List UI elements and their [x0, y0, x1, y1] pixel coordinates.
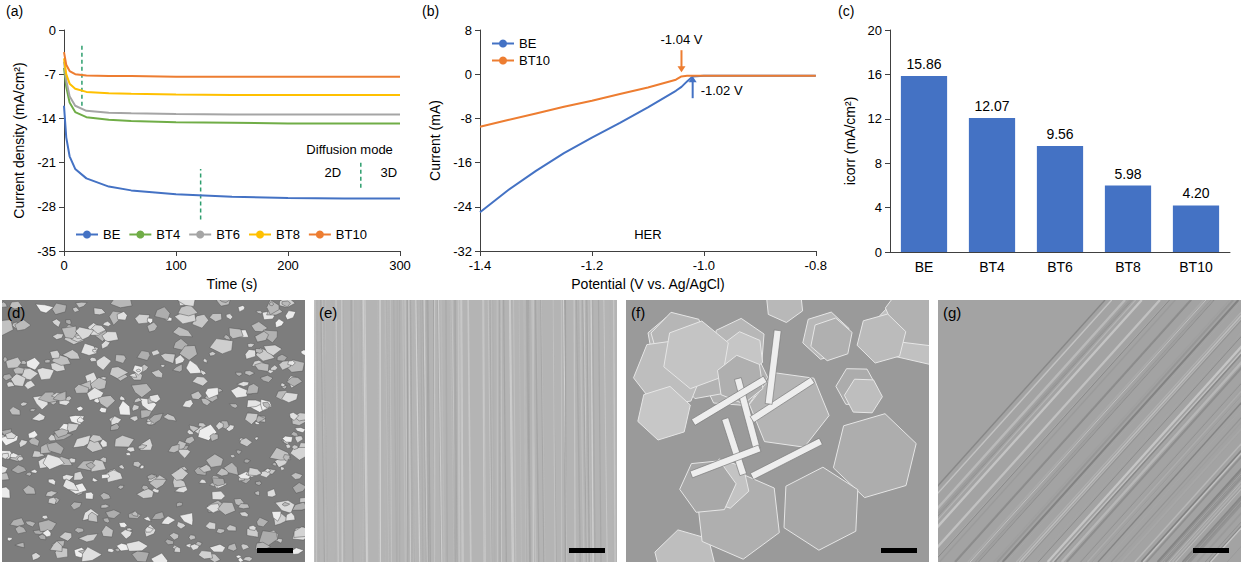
svg-text:(e): (e): [319, 304, 337, 321]
svg-text:BT10: BT10: [519, 53, 550, 68]
svg-text:(c): (c): [838, 3, 854, 19]
svg-text:Current (mA): Current (mA): [427, 100, 443, 181]
svg-text:BE: BE: [103, 227, 121, 242]
svg-text:(d): (d): [7, 304, 25, 321]
svg-text:BT4: BT4: [156, 227, 180, 242]
svg-text:-21: -21: [37, 155, 56, 170]
svg-text:-1.2: -1.2: [581, 258, 603, 273]
svg-text:9.56: 9.56: [1046, 126, 1073, 142]
svg-text:-14: -14: [37, 111, 56, 126]
svg-text:-35: -35: [37, 244, 56, 259]
svg-text:300: 300: [389, 258, 411, 273]
svg-text:-24: -24: [453, 199, 472, 214]
svg-text:BT4: BT4: [979, 259, 1005, 275]
svg-text:(a): (a): [6, 3, 23, 19]
svg-text:-28: -28: [37, 199, 56, 214]
svg-text:100: 100: [165, 258, 187, 273]
svg-text:20: 20: [868, 23, 882, 38]
svg-text:Current density (mA/cm²): Current density (mA/cm²): [11, 62, 27, 218]
svg-text:15.86: 15.86: [906, 56, 941, 72]
svg-text:12: 12: [868, 111, 882, 126]
svg-text:0: 0: [49, 23, 56, 38]
svg-text:-7: -7: [44, 67, 56, 82]
svg-text:3D: 3D: [380, 165, 397, 180]
svg-text:200: 200: [277, 258, 299, 273]
svg-text:BE: BE: [519, 36, 537, 51]
svg-text:4: 4: [875, 200, 882, 215]
svg-text:0: 0: [465, 67, 472, 82]
svg-text:0: 0: [60, 258, 67, 273]
svg-text:-32: -32: [453, 244, 472, 259]
svg-text:BT10: BT10: [336, 227, 367, 242]
svg-text:(f): (f): [631, 304, 645, 321]
svg-text:Diffusion mode: Diffusion mode: [306, 142, 392, 157]
svg-text:2D: 2D: [324, 165, 341, 180]
svg-text:BT10: BT10: [1179, 259, 1213, 275]
svg-text:BT8: BT8: [276, 227, 300, 242]
svg-text:-0.8: -0.8: [805, 258, 827, 273]
svg-text:-1.04 V: -1.04 V: [661, 32, 703, 47]
svg-text:(g): (g): [943, 304, 961, 321]
svg-text:-1.02 V: -1.02 V: [701, 83, 743, 98]
svg-text:-8: -8: [460, 111, 472, 126]
svg-text:-1.0: -1.0: [693, 258, 715, 273]
svg-text:HER: HER: [634, 227, 661, 242]
svg-text:BE: BE: [915, 259, 934, 275]
svg-text:4.20: 4.20: [1182, 185, 1209, 201]
svg-text:0: 0: [875, 245, 882, 260]
svg-text:12.07: 12.07: [974, 98, 1009, 114]
svg-text:Potential (V vs. Ag/AgCl): Potential (V vs. Ag/AgCl): [571, 276, 724, 292]
svg-text:8: 8: [465, 23, 472, 38]
svg-text:BT8: BT8: [1115, 259, 1141, 275]
svg-text:-1.4: -1.4: [469, 258, 491, 273]
svg-text:Time (s): Time (s): [207, 276, 258, 292]
svg-text:(b): (b): [422, 3, 439, 19]
svg-text:-16: -16: [453, 155, 472, 170]
svg-text:5.98: 5.98: [1114, 166, 1141, 182]
svg-text:BT6: BT6: [1047, 259, 1073, 275]
svg-text:BT6: BT6: [216, 227, 240, 242]
svg-text:icorr (mA/cm²): icorr (mA/cm²): [842, 97, 858, 186]
svg-text:8: 8: [875, 156, 882, 171]
svg-text:16: 16: [868, 67, 882, 82]
